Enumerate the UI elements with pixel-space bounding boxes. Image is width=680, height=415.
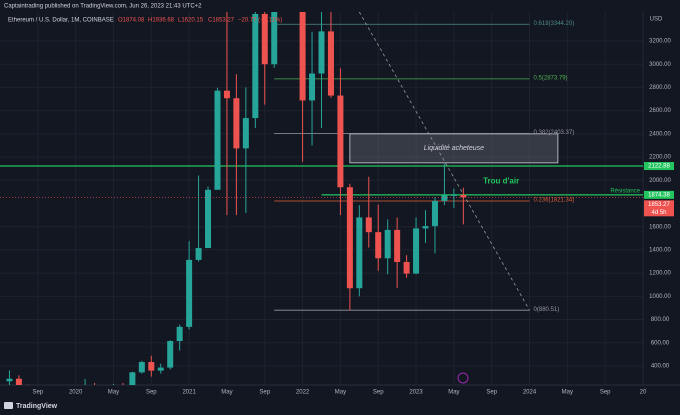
candle-body [148, 362, 155, 371]
x-tick-label: 2021 [182, 390, 196, 396]
candle-body [214, 90, 221, 190]
y-tick-label: 3000.00 [649, 62, 671, 68]
brand: TradingView [16, 403, 58, 410]
ohlc-value: O1874.08 [118, 18, 145, 24]
y-tick-label: 2800.00 [649, 85, 671, 91]
candle-body [422, 226, 429, 229]
price-badge-label: 1874.38 [648, 192, 670, 198]
candle-body [261, 13, 268, 65]
event-icon [457, 372, 469, 384]
symbol-title: Ethereum / U.S. Dollar, 1M, COINBASE [8, 18, 114, 24]
y-tick-label: 3200.00 [649, 39, 671, 45]
y-tick-label: 1000.00 [649, 294, 671, 300]
candle-body [233, 98, 240, 149]
x-tick-label: 2020 [69, 390, 83, 396]
logo [4, 402, 13, 409]
fib-label: 0(880.51) [534, 307, 560, 313]
x-tick-label: 2023 [409, 390, 423, 396]
candle-body [394, 229, 401, 262]
candle-body [271, 12, 278, 65]
price-badge [644, 162, 674, 171]
candle-body [431, 200, 438, 227]
ohlc-value: −20.77 (−1.11%) [238, 18, 282, 24]
x-tick-label: Sep [486, 390, 497, 396]
x-tick-label: 2024 [523, 390, 537, 396]
fib-label: 0.382(2403.37) [534, 130, 575, 136]
x-tick-label: Sep [146, 390, 157, 396]
candle-body [129, 372, 136, 385]
candle-body [157, 367, 164, 371]
candle-body [252, 13, 259, 119]
candle-body [195, 248, 202, 260]
candle-body [6, 378, 13, 382]
candle-body [375, 232, 382, 259]
candle-body [413, 228, 420, 274]
annotation: Trou d'air [483, 177, 519, 186]
fib-label: 0.236(1821.34) [534, 198, 575, 204]
y-tick-label: 1200.00 [649, 271, 671, 277]
candle-body [205, 189, 212, 249]
footer [0, 397, 680, 415]
zone-label: Liquidité acheteuse [424, 145, 484, 152]
candle-body [365, 217, 372, 233]
x-tick-label: 20 [640, 390, 647, 396]
y-tick-label: 2200.00 [649, 155, 671, 161]
ohlc-value: H1936.68 [148, 18, 175, 24]
x-tick-label: May [335, 390, 346, 396]
candle-body [450, 194, 457, 196]
y-tick-label: 2000.00 [649, 178, 671, 184]
level-name: Résistance [610, 188, 640, 194]
y-tick-label: 1400.00 [649, 247, 671, 253]
candle-body [460, 194, 467, 198]
countdown: 4d 5h [651, 210, 666, 216]
x-tick-label: Sep [259, 390, 270, 396]
y-tick-label: 800.00 [651, 317, 670, 323]
x-tick-label: May [221, 390, 232, 396]
candle-body [138, 362, 145, 373]
last-price-label: 1853.27 [648, 202, 670, 208]
ohlc-value: C1853.27 [208, 18, 235, 24]
x-tick-label: Sep [32, 390, 43, 396]
candle-body [403, 261, 410, 274]
price-badge-label: 2122.88 [648, 164, 670, 170]
price-badge [644, 200, 674, 217]
price-badge [644, 190, 674, 199]
y-tick-label: 1600.00 [649, 224, 671, 230]
candle-body [356, 217, 363, 289]
plot-area [0, 12, 643, 385]
candle-body [318, 31, 325, 74]
candle-body [299, 12, 306, 101]
y-tick-label: 400.00 [651, 364, 670, 370]
candle-body [337, 95, 344, 188]
x-tick-label: Sep [600, 390, 611, 396]
candle-body [346, 187, 353, 289]
candle-body [176, 326, 183, 342]
y-tick-label: 2400.00 [649, 131, 671, 137]
x-tick-label: May [562, 390, 573, 396]
x-tick-label: May [108, 390, 119, 396]
fib-label: 0.618(3344.20) [534, 21, 575, 27]
x-tick-label: Sep [373, 390, 384, 396]
candle-body [441, 195, 448, 201]
candle-body [223, 90, 230, 99]
currency: USD [650, 17, 663, 23]
candle-body [167, 341, 174, 368]
y-tick-label: 2600.00 [649, 108, 671, 114]
candle-body [327, 31, 334, 96]
candle-body [15, 378, 22, 385]
ohlc-value: L1620.15 [178, 18, 204, 24]
candle-body [309, 73, 316, 101]
x-tick-label: May [448, 390, 459, 396]
y-tick-label: 600.00 [651, 340, 670, 346]
publisher: Captaintrading published on TradingView.… [4, 4, 202, 10]
candle-body [186, 259, 193, 327]
fib-label: 0.5(2873.79) [534, 75, 568, 81]
candle-body [384, 229, 391, 259]
x-tick-label: 2022 [296, 390, 310, 396]
candle-body [242, 118, 249, 149]
